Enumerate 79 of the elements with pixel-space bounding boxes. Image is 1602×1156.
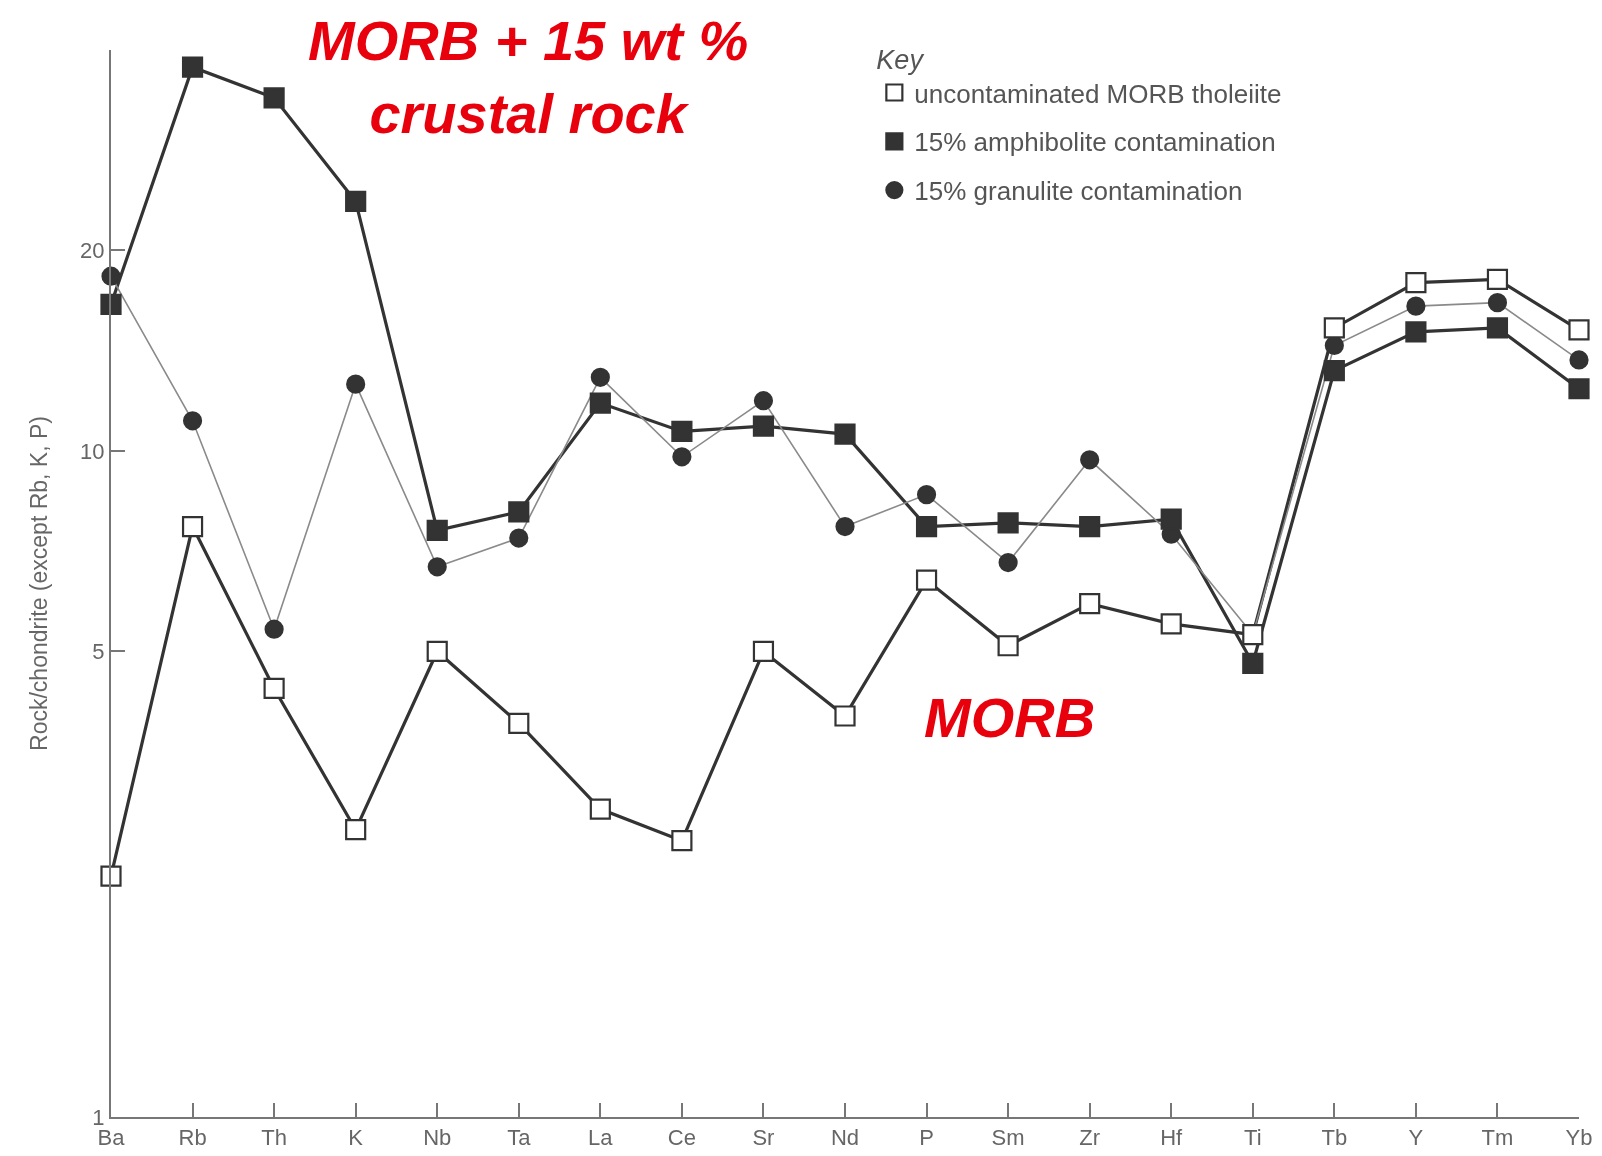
point [834, 423, 856, 445]
x-tick-label: K [348, 1125, 364, 1151]
point [1568, 319, 1590, 341]
x-tick-label: Th [261, 1125, 287, 1151]
point [182, 411, 203, 431]
point [1569, 350, 1589, 370]
point [1160, 613, 1182, 635]
x-tick-label: P [919, 1125, 934, 1151]
y-tick-label: 20 [80, 238, 105, 264]
point [345, 190, 367, 212]
point [1568, 378, 1590, 400]
x-tick-label: Ta [507, 1125, 532, 1151]
point [1406, 296, 1426, 316]
point [589, 392, 611, 414]
x-tick-label: Y [1408, 1125, 1424, 1151]
point [1079, 593, 1101, 615]
point [1079, 515, 1101, 538]
legend-title: Key [876, 45, 925, 76]
point [997, 512, 1019, 534]
x-tick-label: Nd [830, 1125, 860, 1151]
legend-label: 15% granulite contamination [914, 176, 1243, 207]
point [1323, 360, 1345, 382]
x-tick-label: Sm [991, 1125, 1025, 1151]
point [1080, 450, 1100, 470]
x-tick-label: Yb [1565, 1125, 1593, 1151]
x-tick-label: La [588, 1125, 614, 1151]
point [345, 819, 367, 841]
point [997, 635, 1019, 657]
point [1405, 271, 1427, 294]
point [916, 485, 937, 505]
point [1323, 317, 1345, 339]
point [752, 415, 775, 437]
annotation: MORB + 15 wt % crustal rock [308, 9, 749, 145]
point [509, 528, 529, 548]
point [753, 391, 774, 411]
point [263, 87, 285, 109]
x-tick-label: Ti [1244, 1125, 1262, 1151]
x-tick-label: Zr [1079, 1125, 1101, 1151]
point [1486, 268, 1509, 290]
point [1487, 293, 1508, 313]
point [181, 56, 204, 78]
x-tick-label: Rb [178, 1125, 207, 1151]
legend-label: uncontaminated MORB tholeiite [914, 78, 1282, 109]
point [589, 798, 611, 820]
point [263, 677, 285, 700]
point [426, 519, 448, 541]
point [671, 420, 693, 443]
point [1486, 317, 1509, 339]
x-tick-label: Tb [1321, 1125, 1348, 1151]
point [671, 830, 693, 852]
point [1242, 652, 1264, 674]
point [590, 367, 610, 387]
point [264, 619, 284, 639]
point [998, 552, 1018, 573]
point [1160, 508, 1182, 530]
legend-label: 15% amphibolite contamination [914, 127, 1276, 158]
x-tick-label: Ce [667, 1125, 696, 1151]
y-axis-title: Rock/chondrite (except Rb, K, P) [26, 416, 53, 751]
point [915, 569, 938, 591]
annotation: MORB [924, 686, 1096, 749]
x-tick-label: Tm [1481, 1125, 1514, 1151]
y-tick-label: 5 [92, 639, 105, 665]
point [426, 640, 448, 663]
point [100, 293, 122, 315]
point [508, 712, 530, 734]
point [672, 447, 692, 467]
point [181, 515, 204, 538]
point [835, 516, 855, 537]
point [834, 705, 856, 727]
point [508, 501, 530, 523]
x-tick-label: Hf [1160, 1125, 1184, 1151]
point [752, 640, 775, 663]
point [1405, 321, 1427, 343]
point [915, 515, 938, 538]
x-tick-label: Nb [423, 1125, 452, 1151]
point [427, 557, 447, 577]
x-tick-label: Sr [752, 1125, 775, 1151]
y-tick-label: 10 [80, 438, 105, 464]
point [346, 374, 366, 394]
